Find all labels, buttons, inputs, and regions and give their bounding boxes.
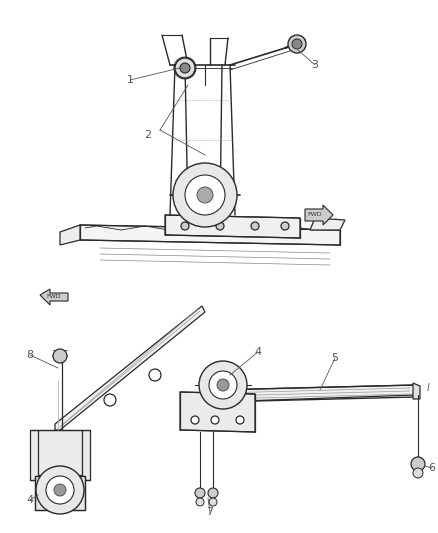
Polygon shape xyxy=(55,306,205,430)
Circle shape xyxy=(208,488,218,498)
Circle shape xyxy=(191,416,199,424)
Text: l: l xyxy=(427,383,429,393)
Circle shape xyxy=(413,468,423,478)
Polygon shape xyxy=(310,218,345,230)
Polygon shape xyxy=(40,289,68,305)
Text: 5: 5 xyxy=(332,353,339,363)
Circle shape xyxy=(195,488,205,498)
Text: 1: 1 xyxy=(127,75,134,85)
Polygon shape xyxy=(180,392,255,432)
Circle shape xyxy=(46,476,74,504)
Polygon shape xyxy=(215,385,415,402)
Circle shape xyxy=(281,222,289,230)
Polygon shape xyxy=(35,476,85,510)
Circle shape xyxy=(149,369,161,381)
Circle shape xyxy=(292,39,302,49)
Text: 8: 8 xyxy=(26,350,34,360)
Circle shape xyxy=(54,484,66,496)
Text: FWD: FWD xyxy=(307,213,322,217)
Circle shape xyxy=(36,466,84,514)
Polygon shape xyxy=(30,430,90,480)
Polygon shape xyxy=(80,225,340,245)
Circle shape xyxy=(185,175,225,215)
Circle shape xyxy=(216,222,224,230)
Polygon shape xyxy=(60,225,80,245)
Circle shape xyxy=(196,498,204,506)
Circle shape xyxy=(209,498,217,506)
Circle shape xyxy=(180,63,190,73)
Text: 4: 4 xyxy=(26,495,34,505)
Circle shape xyxy=(173,163,237,227)
Circle shape xyxy=(411,457,425,471)
Text: 4: 4 xyxy=(254,347,261,357)
Circle shape xyxy=(236,416,244,424)
Circle shape xyxy=(199,361,247,409)
Circle shape xyxy=(197,187,213,203)
Circle shape xyxy=(217,379,229,391)
Polygon shape xyxy=(413,383,420,399)
Circle shape xyxy=(211,416,219,424)
Circle shape xyxy=(53,349,67,363)
Circle shape xyxy=(181,222,189,230)
Text: 2: 2 xyxy=(145,130,152,140)
Text: FWD: FWD xyxy=(47,295,61,300)
Polygon shape xyxy=(305,205,333,225)
Circle shape xyxy=(288,35,306,53)
Circle shape xyxy=(209,371,237,399)
Circle shape xyxy=(251,222,259,230)
Circle shape xyxy=(104,394,116,406)
Text: 7: 7 xyxy=(206,507,214,517)
Text: 6: 6 xyxy=(428,463,435,473)
Polygon shape xyxy=(165,215,300,238)
Circle shape xyxy=(175,58,195,78)
Text: 3: 3 xyxy=(311,60,318,70)
